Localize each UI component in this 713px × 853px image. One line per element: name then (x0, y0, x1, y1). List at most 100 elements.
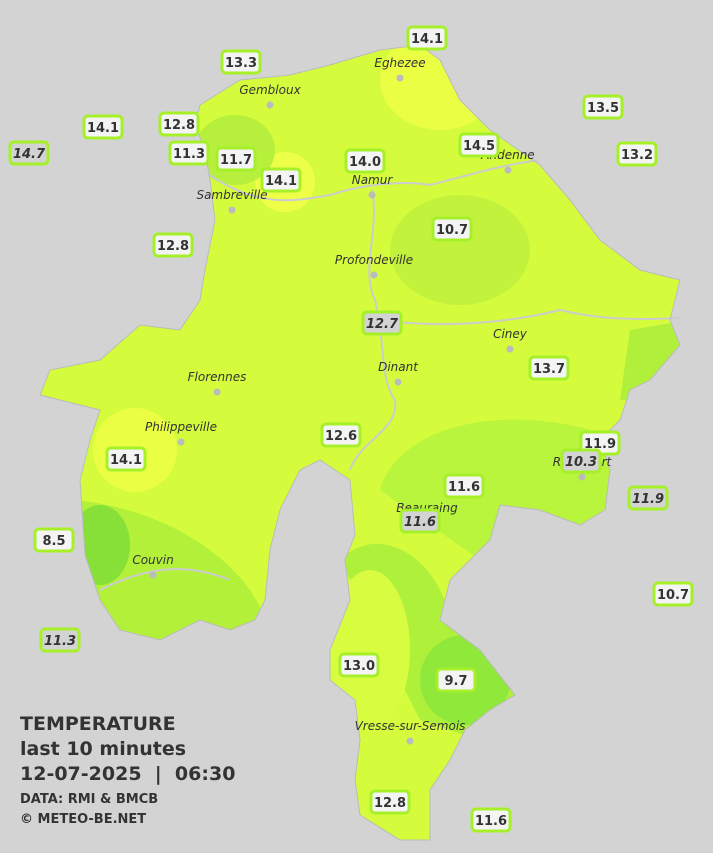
station-value: 10.7 (657, 588, 689, 603)
station-box (260, 167, 302, 193)
station-value: 14.1 (87, 121, 119, 136)
station-value: 10.3 (565, 455, 597, 470)
town-label: Dinant (378, 360, 419, 374)
town-label: Namur (352, 173, 394, 187)
town-dot (394, 378, 402, 386)
station-value: 9.7 (444, 674, 467, 689)
station-value: 11.3 (173, 147, 205, 162)
rivers (99, 159, 681, 591)
station-value: 14.1 (265, 174, 297, 189)
station-value: 11.9 (632, 492, 664, 507)
station-value: 13.7 (533, 362, 565, 377)
station-box (652, 581, 694, 607)
station: 8.5 (33, 527, 75, 553)
station: 14.5 (458, 132, 500, 158)
station-box (616, 141, 658, 167)
station-box (168, 140, 210, 166)
station-value: 11.6 (475, 814, 507, 829)
station-box (582, 94, 624, 120)
station-value: 14.1 (110, 453, 142, 468)
station-value: 13.5 (587, 101, 619, 116)
station-box (338, 652, 380, 678)
town-label: Couvin (132, 553, 173, 567)
station-box (215, 146, 257, 172)
station-box (39, 627, 81, 653)
station: 10.3 (560, 448, 602, 474)
station-value: 12.7 (366, 317, 399, 332)
station-box (361, 310, 403, 336)
station-value: 13.2 (621, 148, 653, 163)
station-box (431, 216, 473, 242)
station: 14.0 (344, 148, 386, 174)
station-value: 12.6 (325, 429, 357, 444)
station-value: 14.0 (349, 155, 381, 170)
legend: TEMPERATURE last 10 minutes 12-07-2025 |… (20, 713, 235, 827)
station-value: 12.8 (163, 118, 195, 133)
town-dot (368, 191, 376, 199)
station: 11.7 (215, 146, 257, 172)
station: 14.1 (260, 167, 302, 193)
station-box (220, 49, 262, 75)
station-value: 11.6 (448, 480, 480, 495)
town-dot (370, 271, 378, 279)
legend-credit: © METEO-BE.NET (20, 812, 146, 827)
station-value: 11.3 (44, 634, 76, 649)
town-dot (406, 737, 414, 745)
station-value: 13.3 (225, 56, 257, 71)
station-box (399, 508, 441, 534)
station-value: 12.8 (374, 796, 406, 811)
station-box (344, 148, 386, 174)
station: 10.7 (652, 581, 694, 607)
station: 13.2 (616, 141, 658, 167)
station: 14.7 (8, 140, 50, 166)
town-dot (228, 206, 236, 214)
station-value: 11.7 (220, 153, 252, 168)
station-value: 14.7 (13, 147, 46, 162)
station-box (560, 448, 602, 474)
station-box (470, 807, 512, 833)
station-value: 11.6 (404, 515, 436, 530)
station: 10.7 (431, 216, 473, 242)
station-value: 11.9 (584, 437, 616, 452)
town-label: Ciney (493, 327, 528, 341)
station-value: 13.0 (343, 659, 375, 674)
town-label: Florennes (188, 370, 247, 384)
station-box (458, 132, 500, 158)
town-label: Profondeville (335, 253, 413, 267)
station-value: 14.1 (411, 32, 443, 47)
station-box (152, 232, 194, 258)
town-label: Eghezee (374, 56, 425, 70)
station: 11.3 (168, 140, 210, 166)
station-box (320, 422, 362, 448)
station: 13.0 (338, 652, 380, 678)
legend-datetime: 12-07-2025 | 06:30 (20, 763, 235, 785)
station: 13.3 (220, 49, 262, 75)
town-label: Gembloux (239, 83, 301, 97)
station: 14.1 (82, 114, 124, 140)
station: 14.1 (406, 25, 448, 51)
station: 11.9 (579, 430, 621, 456)
legend-subtitle: last 10 minutes (20, 738, 186, 760)
station-box (627, 485, 669, 511)
station-box (158, 111, 200, 137)
station-value: 14.5 (463, 139, 495, 154)
legend-source: DATA: RMI & BMCB (20, 792, 158, 807)
station-box (369, 789, 411, 815)
town-dot (504, 166, 512, 174)
town-label: Sambreville (196, 188, 267, 202)
town-dot (396, 74, 404, 82)
town-dot (578, 473, 586, 481)
town-label: Philippeville (145, 420, 217, 434)
station-box (33, 527, 75, 553)
station: 12.7 (361, 310, 403, 336)
town-dot (149, 571, 157, 579)
station: 13.5 (582, 94, 624, 120)
station: 12.6 (320, 422, 362, 448)
station-box (406, 25, 448, 51)
station-box (8, 140, 50, 166)
station-box (528, 355, 570, 381)
station: 12.8 (152, 232, 194, 258)
station-value: 8.5 (42, 534, 65, 549)
station: 13.7 (528, 355, 570, 381)
